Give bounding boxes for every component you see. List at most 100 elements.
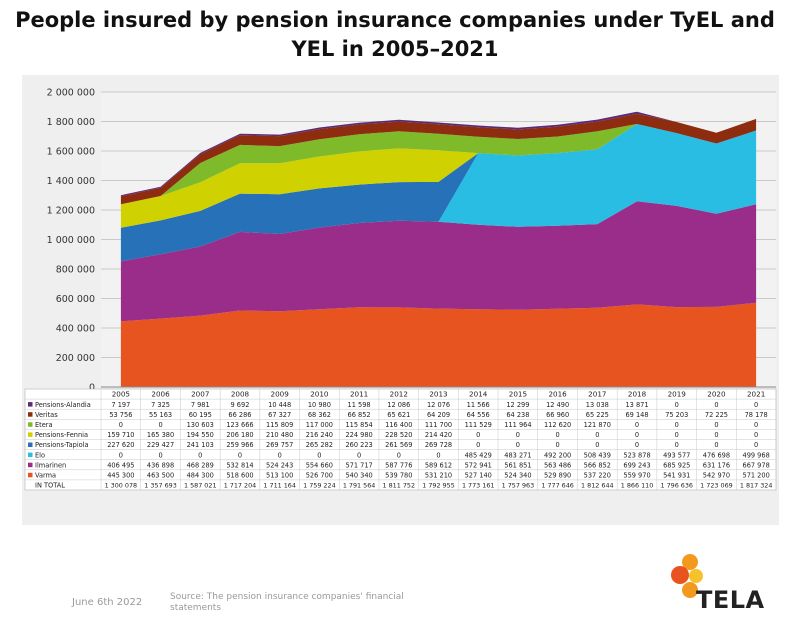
table-cell: 0 (754, 421, 758, 429)
table-cell: 0 (754, 401, 758, 409)
table-cell: 0 (397, 451, 401, 459)
table-cell: 11 566 (467, 401, 490, 409)
table-cell: 484 300 (187, 472, 214, 480)
x-tick-label: 2014 (469, 390, 488, 399)
legend-entry: Pensions-Fennia (35, 431, 88, 439)
table-cell: 0 (595, 431, 599, 439)
table-cell: 12 299 (506, 401, 529, 409)
stacked-area-chart: 0 200 000 400 000 600 000 800 000 1 000 000 1 … (24, 88, 777, 491)
table-cell: 9 692 (231, 401, 250, 409)
x-tick-label: 2017 (588, 390, 606, 399)
legend-entry: Pensions-Alandia (35, 401, 91, 409)
total-label: IN TOTAL (35, 482, 65, 490)
logo-text: TELA (696, 586, 765, 614)
table-cell: 229 427 (147, 441, 174, 449)
x-tick-label: 2013 (429, 390, 447, 399)
table-cell: 571 200 (743, 472, 770, 480)
legend-entry: Varma (35, 472, 56, 480)
table-cell: 64 556 (467, 411, 490, 419)
x-tick-label: 2011 (350, 390, 368, 399)
table-cell: 531 210 (425, 472, 452, 480)
table-cell: 0 (357, 451, 361, 459)
y-tick-label: 0 (89, 383, 95, 394)
table-cell: 78 178 (745, 411, 768, 419)
table-cell: 572 941 (465, 461, 492, 469)
table-cell: 123 666 (226, 421, 253, 429)
x-tick-label: 2019 (668, 390, 687, 399)
table-cell: 60 195 (189, 411, 212, 419)
table-cell: 587 776 (385, 461, 412, 469)
total-cell: 1 759 224 (303, 482, 336, 490)
legend-swatch (28, 452, 33, 458)
legend-entry: Ilmarinen (35, 461, 66, 469)
table-cell: 259 966 (226, 441, 253, 449)
table-cell: 0 (635, 421, 639, 429)
legend-swatch (28, 402, 33, 407)
table-cell: 12 086 (387, 401, 410, 409)
table-cell: 667 978 (743, 461, 770, 469)
table-cell: 529 890 (544, 472, 571, 480)
table-cell: 483 271 (504, 451, 531, 459)
y-tick-label: 200 000 (56, 353, 95, 364)
table-cell: 493 577 (663, 451, 690, 459)
table-cell: 269 728 (425, 441, 452, 449)
total-cell: 1 811 752 (383, 482, 416, 490)
x-tick-label: 2016 (548, 390, 567, 399)
table-cell: 0 (556, 431, 560, 439)
x-tick-label: 2008 (231, 390, 250, 399)
table-cell: 228 520 (385, 431, 412, 439)
table-cell: 406 495 (107, 461, 134, 469)
series-area-ilmarinen (120, 201, 757, 322)
legend-entry: Etera (35, 421, 53, 429)
table-cell: 241 103 (187, 441, 214, 449)
table-cell: 7 197 (111, 401, 130, 409)
total-cell: 1 711 164 (263, 482, 296, 490)
table-cell: 0 (516, 441, 520, 449)
table-cell: 524 340 (504, 472, 531, 480)
table-cell: 66 960 (546, 411, 569, 419)
table-cell: 445 300 (107, 472, 134, 480)
table-cell: 0 (158, 451, 162, 459)
y-tick-label: 1 200 000 (47, 206, 95, 217)
x-tick-label: 2020 (707, 390, 726, 399)
table-cell: 0 (635, 431, 639, 439)
table-cell: 513 100 (266, 472, 293, 480)
table-cell: 66 852 (348, 411, 371, 419)
table-cell: 69 148 (625, 411, 648, 419)
table-cell: 508 439 (584, 451, 611, 459)
table-cell: 685 925 (663, 461, 690, 469)
legend-entry: Veritas (35, 411, 58, 419)
table-cell: 526 700 (306, 472, 333, 480)
table-cell: 0 (754, 441, 758, 449)
table-cell: 265 282 (306, 441, 333, 449)
table-cell: 210 480 (266, 431, 293, 439)
legend-entry: Elo (35, 451, 45, 459)
y-tick-label: 1 600 000 (47, 147, 95, 158)
table-cell: 13 871 (625, 401, 648, 409)
table-cell: 468 289 (187, 461, 214, 469)
table-cell: 117 000 (306, 421, 333, 429)
table-cell: 121 870 (584, 421, 611, 429)
table-cell: 485 429 (465, 451, 492, 459)
table-cell: 524 243 (266, 461, 293, 469)
total-cell: 1 777 646 (541, 482, 574, 490)
total-cell: 1 757 963 (502, 482, 535, 490)
table-cell: 537 220 (584, 472, 611, 480)
table-cell: 224 980 (345, 431, 372, 439)
table-cell: 10 980 (308, 401, 331, 409)
table-cell: 0 (714, 401, 718, 409)
table-cell: 571 717 (345, 461, 372, 469)
table-cell: 130 603 (187, 421, 214, 429)
table-cell: 64 238 (506, 411, 529, 419)
total-cell: 1 300 078 (105, 482, 138, 490)
table-cell: 0 (119, 421, 123, 429)
y-tick-label: 1 800 000 (47, 117, 95, 128)
table-cell: 0 (675, 431, 679, 439)
table-cell: 67 327 (268, 411, 291, 419)
table-cell: 11 598 (348, 401, 371, 409)
legend-swatch (28, 442, 33, 447)
table-cell: 541 931 (663, 472, 690, 480)
total-cell: 1 357 693 (144, 482, 177, 490)
table-cell: 542 970 (703, 472, 730, 480)
table-cell: 260 223 (345, 441, 372, 449)
